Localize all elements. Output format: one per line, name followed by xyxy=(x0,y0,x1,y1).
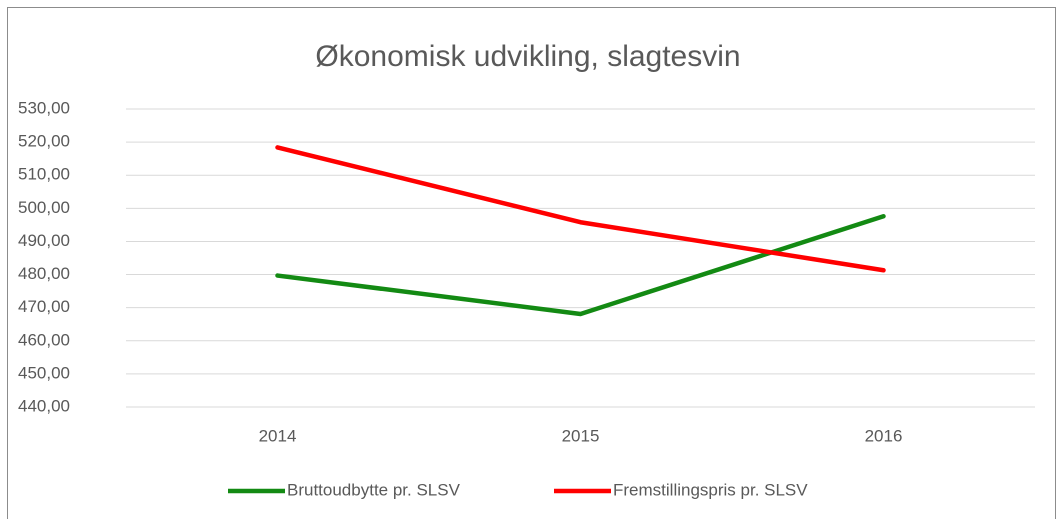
legend-label: Fremstillingspris pr. SLSV xyxy=(613,480,808,499)
x-tick-label: 2015 xyxy=(562,426,600,445)
y-tick-label: 510,00 xyxy=(18,165,70,184)
y-tick-label: 500,00 xyxy=(18,198,70,217)
y-tick-label: 530,00 xyxy=(18,98,70,117)
y-tick-label: 440,00 xyxy=(18,396,70,415)
y-tick-label: 520,00 xyxy=(18,132,70,151)
y-tick-label: 460,00 xyxy=(18,330,70,349)
chart-title: Økonomisk udvikling, slagtesvin xyxy=(315,40,740,73)
x-tick-label: 2016 xyxy=(865,426,903,445)
chart-frame xyxy=(7,7,1056,519)
y-tick-label: 450,00 xyxy=(18,363,70,382)
series-line xyxy=(275,145,886,273)
y-tick-label: 480,00 xyxy=(18,264,70,283)
x-tick-label: 2014 xyxy=(259,426,297,445)
y-tick-label: 470,00 xyxy=(18,297,70,316)
legend-label: Bruttoudbytte pr. SLSV xyxy=(287,480,461,499)
series-line xyxy=(275,214,886,317)
y-tick-label: 490,00 xyxy=(18,231,70,250)
